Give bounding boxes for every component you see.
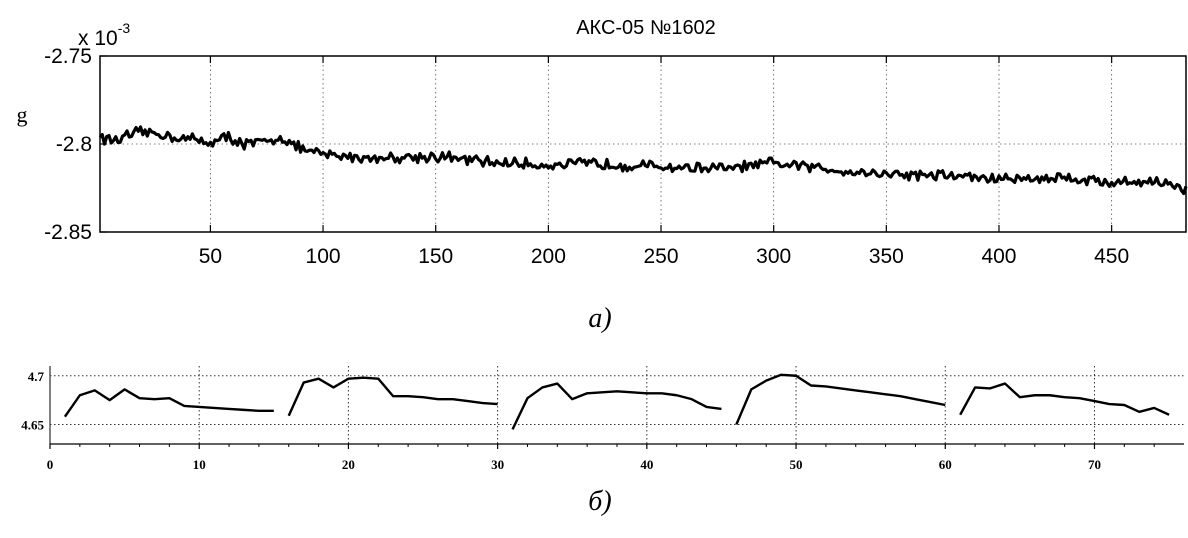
chart-a-x-tick-label: 300: [756, 245, 791, 268]
caption-a: а): [588, 303, 611, 334]
chart-a-y-label: g: [17, 102, 28, 127]
chart-b-x-tick-label: 20: [342, 457, 355, 472]
chart-a-x-tick-label: 350: [869, 245, 904, 268]
chart-a-x-tick-label: 100: [306, 245, 341, 268]
chart-b-ticks: 4.7 4.65 0 10 20 30 40 50 60 70: [21, 369, 1155, 472]
chart-a-y-tick-label: -2.8: [56, 133, 92, 156]
caption-b: б): [588, 486, 611, 517]
chart-a-x-tick-label: 50: [199, 245, 222, 268]
chart-b-series-segment: [959, 382, 1170, 416]
chart-b-x-tick-label: 50: [790, 457, 803, 472]
chart-a: 50 100 150 200 250 300 350 400 450 -2.75 -2.8 -2.85…: [17, 17, 1188, 334]
chart-b-x-tick-label: 70: [1088, 457, 1101, 472]
chart-b-series: [63, 373, 1170, 430]
chart-a-y-multiplier: x 10-3: [78, 20, 130, 50]
chart-a-grid: [100, 56, 1186, 232]
chart-b-x-tick-label: 60: [939, 457, 952, 472]
chart-b-x-tick-label: 10: [193, 457, 206, 472]
chart-b-y-tick-label: 4.65: [21, 418, 44, 433]
chart-a-y-tick-label: -2.85: [44, 221, 92, 244]
chart-b-grid: [50, 366, 1184, 444]
chart-b-x-tick-label: 30: [491, 457, 504, 472]
chart-b-series-segment: [287, 376, 498, 417]
chart-b-series-segment: [735, 373, 946, 425]
chart-b-x-tick-label: 40: [640, 457, 653, 472]
chart-a-x-tick-label: 150: [418, 245, 453, 268]
chart-b: 4.7 4.65 0 10 20 30 40 50 60 70 б): [21, 366, 1184, 517]
chart-a-title: АКС-05 №1602: [576, 17, 716, 39]
chart-a-x-tick-label: 200: [531, 245, 566, 268]
chart-b-series-segment: [63, 388, 274, 418]
chart-b-x-tick-label: 0: [47, 457, 54, 472]
chart-a-x-tick-label: 450: [1094, 245, 1129, 268]
chart-a-x-tick-label: 400: [981, 245, 1016, 268]
chart-b-series-segment: [511, 382, 722, 430]
chart-a-series-line: [98, 125, 1188, 196]
chart-a-x-tick-label: 250: [644, 245, 679, 268]
chart-a-y-tick-label: -2.75: [44, 45, 92, 68]
chart-a-ticks: 50 100 150 200 250 300 350 400 450 -2.75 -2.8 -2.85: [44, 45, 1129, 268]
chart-b-y-tick-label: 4.7: [28, 369, 45, 384]
